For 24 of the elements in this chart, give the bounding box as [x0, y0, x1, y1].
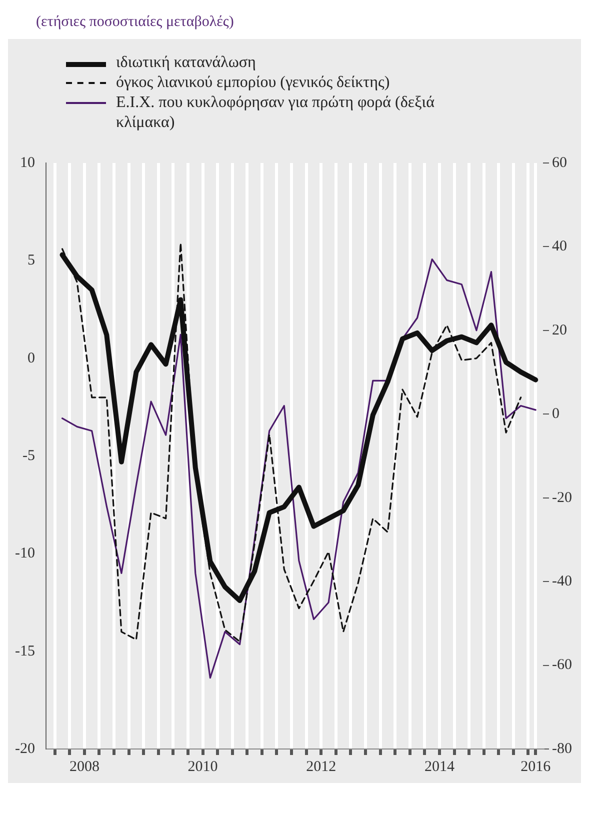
legend-label: ιδιωτική κατανάλωση [116, 53, 256, 73]
y-tick-label: -10 [14, 546, 35, 562]
y2-tick-label: -80 [552, 740, 572, 757]
y-tick-label: 0 [27, 350, 35, 366]
y2-tick-label: 40 [552, 238, 568, 255]
x-tick-label: 2010 [188, 758, 218, 775]
legend-label: Ε.Ι.Χ. που κυκλοφόρησαν για πρώτη φορά (δεξιά κλίμακα) [116, 93, 436, 133]
x-tick-label: 2016 [520, 758, 552, 775]
y-tick-label: 5 [27, 252, 35, 269]
y-tick-label: -15 [14, 643, 35, 660]
y2-tick-label: 60 [552, 154, 568, 171]
y2-tick-label: -40 [552, 574, 572, 590]
y-tick-label: -20 [14, 740, 35, 757]
y2-tick-label: -20 [552, 490, 572, 506]
legend-label: όγκος λιανικού εμπορίου (γενικός δείκτης) [116, 73, 390, 93]
chart-title: (ετήσιες ποσοστιαίες μεταβολές) [35, 13, 235, 32]
y-tick-label: 10 [20, 154, 35, 171]
y2-tick-label: 20 [552, 322, 568, 338]
y-tick-label: -5 [22, 448, 35, 464]
x-tick-label: 2008 [69, 758, 100, 775]
y2-tick-label: 0 [552, 406, 560, 422]
x-tick-label: 2014 [424, 758, 455, 775]
x-tick-label: 2012 [306, 758, 336, 775]
y2-tick-label: -60 [552, 657, 572, 674]
